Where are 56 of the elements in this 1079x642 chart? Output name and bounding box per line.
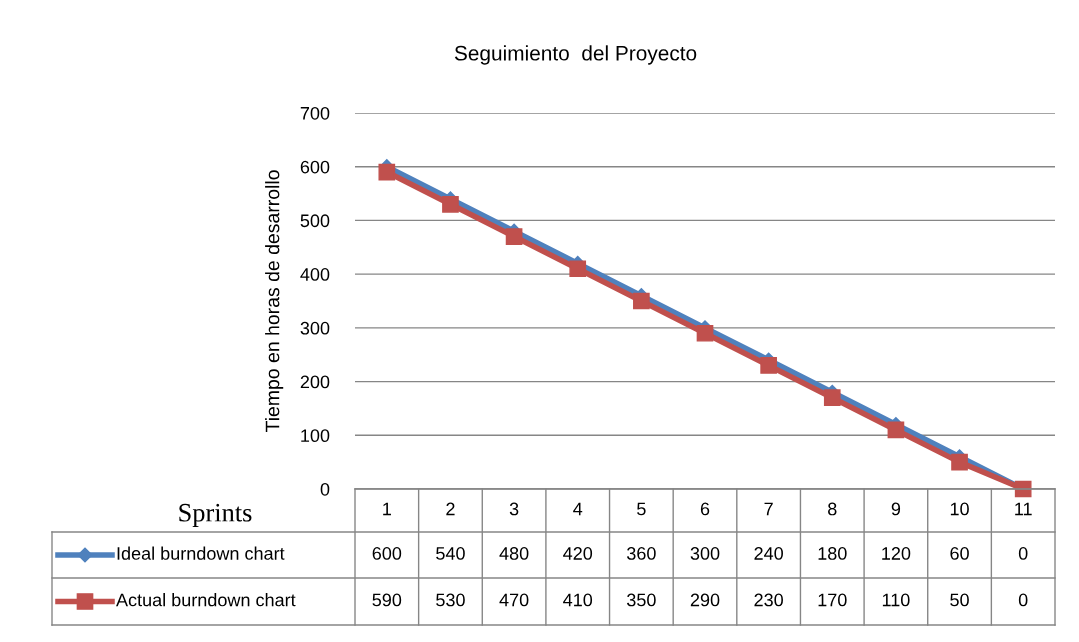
data-label: 410 xyxy=(563,593,593,607)
data-label: 120 xyxy=(882,547,911,560)
point xyxy=(823,389,841,407)
x-tick-label: 6 xyxy=(700,502,710,516)
point xyxy=(378,163,396,181)
x-tick-label: 7 xyxy=(764,502,773,516)
legend-label: Ideal burndown chart xyxy=(117,546,285,560)
point xyxy=(760,357,777,374)
chart-title: Seguimiento del Proyecto xyxy=(454,45,697,65)
y-tick-label: 700 xyxy=(300,106,330,120)
y-tick-label: 200 xyxy=(300,375,330,389)
data-label: 0 xyxy=(1018,547,1028,560)
x-tick-label: 8 xyxy=(828,502,837,516)
data-label: 50 xyxy=(950,593,969,607)
data-label: 480 xyxy=(499,547,529,560)
data-label: 540 xyxy=(436,547,465,560)
data-label: 60 xyxy=(950,547,969,560)
data-label: 470 xyxy=(499,593,529,607)
legend-label: Actual burndown chart xyxy=(116,593,296,607)
point xyxy=(887,421,905,439)
data-label: 110 xyxy=(882,593,910,607)
data-label: 530 xyxy=(436,593,465,607)
data-label: 170 xyxy=(818,593,847,607)
y-tick-label: 600 xyxy=(300,160,330,174)
data-label: 0 xyxy=(1018,593,1028,607)
x-tick-label: 9 xyxy=(891,502,901,516)
data-label: 420 xyxy=(563,547,593,560)
data-label: 590 xyxy=(372,593,402,607)
point xyxy=(951,453,968,471)
x-tick-label: 4 xyxy=(573,502,583,516)
y-tick-label: 400 xyxy=(300,268,330,281)
x-axis-title: Sprints xyxy=(179,503,252,527)
y-axis-title: Tiempo en horas de desarrollo xyxy=(265,170,284,433)
data-label: 230 xyxy=(754,593,783,607)
x-tick-label: 5 xyxy=(637,502,646,516)
data-label: 360 xyxy=(626,547,656,560)
x-tick-label: 11 xyxy=(1015,502,1032,516)
data-label: 600 xyxy=(372,547,402,560)
y-tick-label: 0 xyxy=(320,482,330,496)
x-tick-label: 3 xyxy=(509,502,519,516)
y-tick-label: 500 xyxy=(300,214,330,228)
point xyxy=(505,228,523,245)
data-label: 300 xyxy=(690,547,720,560)
data-label: 290 xyxy=(690,593,720,607)
data-label: 240 xyxy=(754,547,783,560)
x-tick-label: 1 xyxy=(383,502,391,516)
point xyxy=(442,195,459,213)
y-tick-label: 100 xyxy=(301,429,330,443)
point xyxy=(633,292,650,310)
x-tick-label: 2 xyxy=(446,502,455,516)
data-label: 180 xyxy=(818,547,847,560)
x-tick-label: 10 xyxy=(950,502,969,516)
point xyxy=(696,324,714,342)
point xyxy=(569,260,587,278)
y-tick-label: 300 xyxy=(300,321,330,335)
data-label: 350 xyxy=(626,593,656,607)
